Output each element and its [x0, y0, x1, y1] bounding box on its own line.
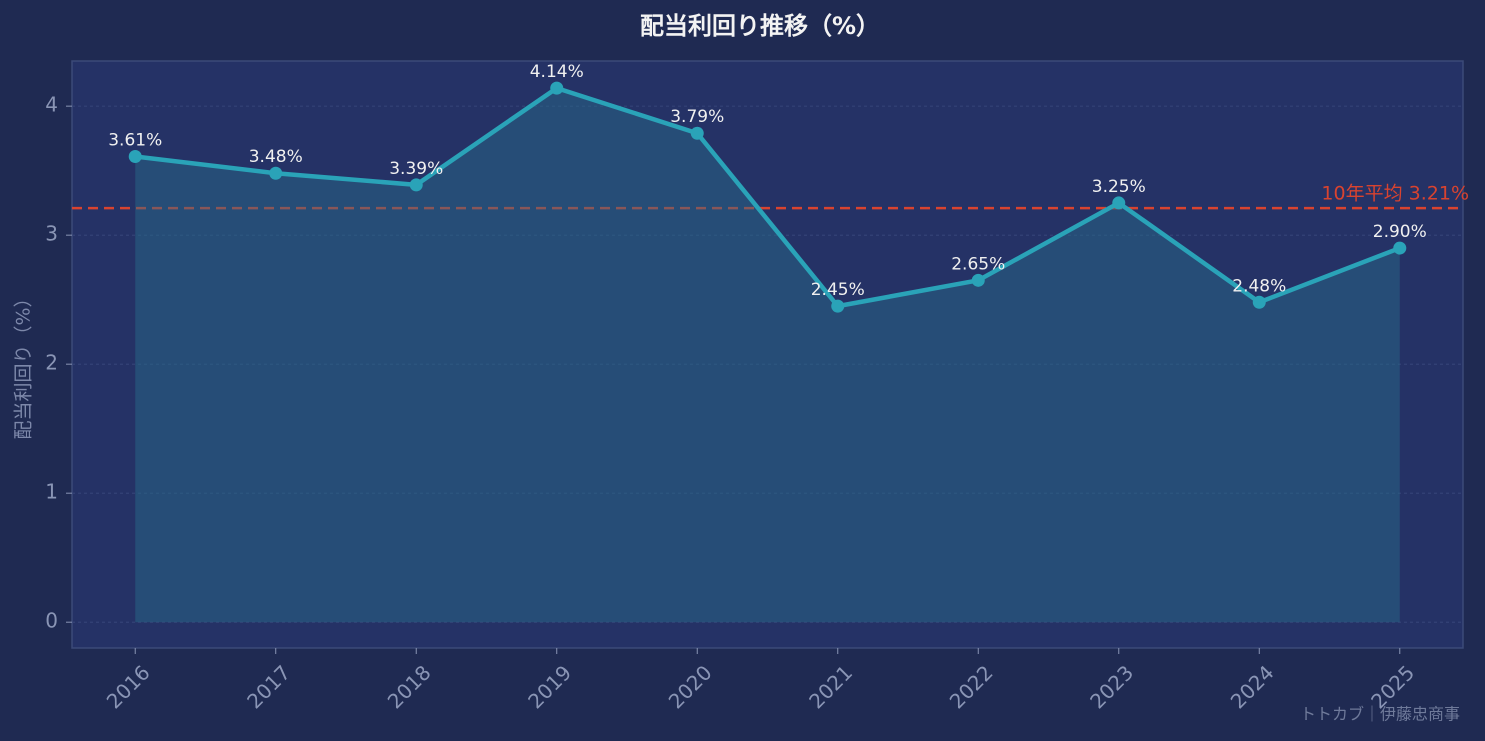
- point: [831, 299, 845, 313]
- chart-title: 配当利回り推移（%）: [640, 12, 880, 40]
- y-tick-label: 1: [45, 480, 58, 504]
- point: [128, 149, 142, 163]
- data-label: 3.79%: [670, 107, 724, 127]
- line: [134, 85, 1401, 309]
- y-tick-label: 0: [45, 609, 58, 633]
- data-label: 2.45%: [811, 280, 865, 300]
- point: [550, 81, 564, 95]
- area: [135, 88, 1400, 623]
- point: [690, 126, 704, 140]
- point: [1112, 196, 1126, 210]
- source-note: トトカブ｜伊藤忠商事: [1300, 705, 1460, 724]
- point: [409, 178, 423, 192]
- data-label: 4.14%: [530, 62, 584, 82]
- data-label: 2.65%: [951, 254, 1005, 274]
- point: [1252, 295, 1266, 309]
- point: [1393, 241, 1407, 255]
- data-label: 2.48%: [1232, 276, 1286, 296]
- data-label: 2.90%: [1373, 222, 1427, 242]
- point: [269, 166, 283, 180]
- data-label: 3.39%: [389, 159, 443, 179]
- data-label: 3.25%: [1092, 177, 1146, 197]
- point: [971, 273, 985, 287]
- average-label: 10年平均 3.21%: [1321, 183, 1469, 205]
- y-tick-label: 4: [45, 93, 58, 117]
- data-label: 3.48%: [249, 147, 303, 167]
- y-axis-label: 配当利回り（%）: [13, 288, 35, 439]
- data-label: 3.61%: [108, 130, 162, 150]
- y-tick-label: 2: [45, 351, 58, 375]
- y-tick-label: 3: [45, 222, 58, 246]
- plot-area: [71, 60, 1464, 649]
